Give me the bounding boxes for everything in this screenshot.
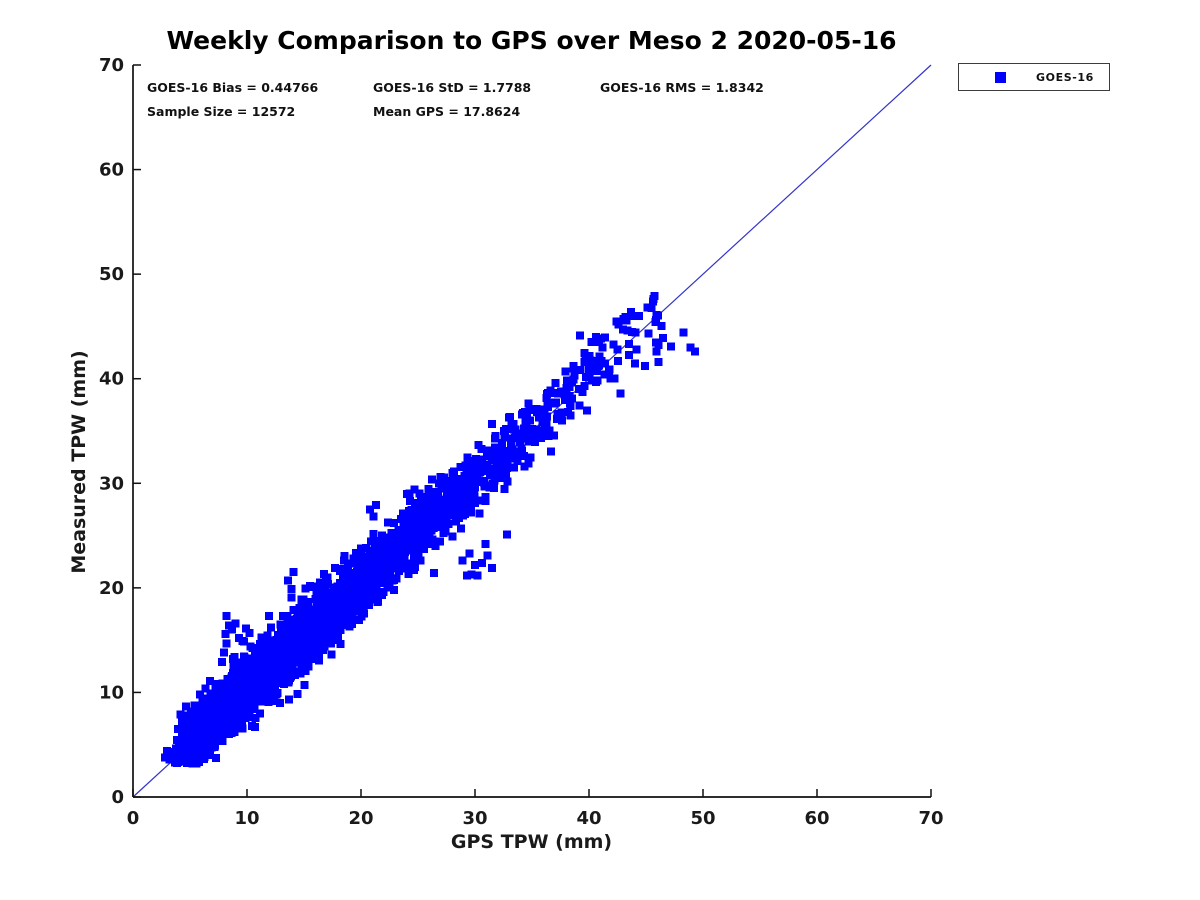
x-tick-label: 10: [234, 808, 259, 829]
stat-bias: GOES-16 Bias = 0.44766: [147, 80, 319, 95]
scatter-points: [160, 292, 699, 768]
y-tick-label: 40: [99, 369, 124, 390]
stat-std: GOES-16 StD = 1.7788: [373, 80, 532, 95]
legend-box: GOES-16: [958, 63, 1110, 91]
stat-rms: GOES-16 RMS = 1.8342: [600, 80, 764, 95]
y-tick-label: 50: [99, 264, 124, 285]
x-tick-label: 20: [348, 808, 373, 829]
x-tick-label: 30: [462, 808, 487, 829]
y-tick-label: 60: [99, 160, 124, 181]
y-axis-label: Measured TPW (mm): [68, 350, 90, 574]
legend-series-label: GOES-16: [1036, 70, 1094, 84]
axis-ticks: [132, 64, 932, 798]
x-tick-label: 0: [127, 808, 140, 829]
axis-spines: [132, 65, 931, 798]
legend-square-marker-icon: [995, 71, 1006, 83]
x-tick-label: 60: [804, 808, 829, 829]
stat-mean-gps: Mean GPS = 17.8624: [373, 104, 521, 119]
y-tick-label: 70: [99, 55, 124, 76]
x-axis-label: GPS TPW (mm): [450, 831, 613, 853]
y-tick-label: 20: [99, 578, 124, 599]
stat-sample-size: Sample Size = 12572: [147, 104, 296, 119]
x-tick-label: 40: [576, 808, 601, 829]
chart-title: Weekly Comparison to GPS over Meso 2 202…: [166, 26, 897, 55]
y-tick-label: 10: [99, 682, 124, 703]
y-tick-label: 0: [111, 787, 124, 808]
y-tick-label: 30: [99, 473, 124, 494]
x-tick-label: 50: [690, 808, 715, 829]
tick-labels: 0 10 20 30 40 50 60 70 0 10 20 30 40 50 60 70: [99, 55, 944, 829]
x-tick-label: 70: [918, 808, 943, 829]
